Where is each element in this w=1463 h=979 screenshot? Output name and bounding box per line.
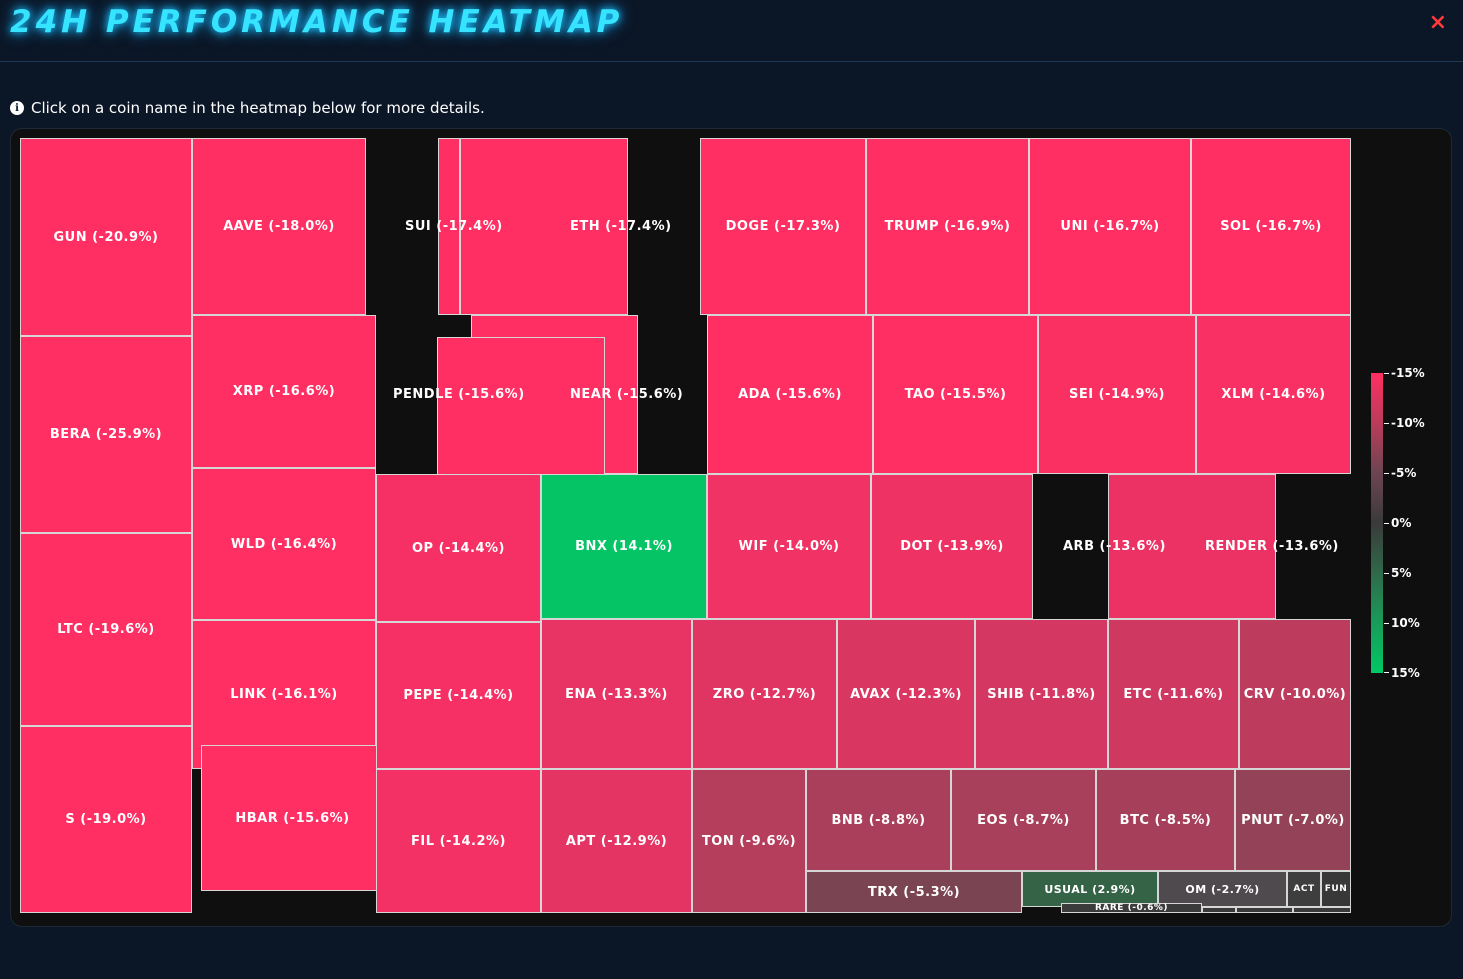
legend-label: 0% [1391,516,1412,530]
close-icon[interactable]: × [1428,10,1447,35]
tile-dot[interactable]: DOT (-13.9%) [871,474,1033,619]
tile-zro[interactable]: ZRO (-12.7%) [692,619,837,769]
tile-ena[interactable]: ENA (-13.3%) [541,619,692,769]
modal-header: 24H PERFORMANCE HEATMAP × [0,0,1463,62]
tile-eth[interactable] [460,138,628,315]
tile-s[interactable]: S (-19.0%) [20,726,192,913]
tile-op[interactable]: OP (-14.4%) [376,474,541,622]
modal-title: 24H PERFORMANCE HEATMAP [10,4,624,40]
legend-label: 15% [1391,666,1420,680]
label-arb[interactable]: ARB (-13.6%) [1063,539,1166,554]
legend-tick [1384,523,1389,524]
tile-gun[interactable]: GUN (-20.9%) [20,138,192,336]
tile-wif[interactable]: WIF (-14.0%) [707,474,871,619]
tile-bera[interactable]: BERA (-25.9%) [20,336,192,533]
tile-fun[interactable]: FUN [1321,871,1351,907]
legend-tick [1384,573,1389,574]
tile-aave[interactable]: AAVE (-18.0%) [192,138,366,315]
tile-crv[interactable]: CRV (-10.0%) [1239,619,1351,769]
tile-ltc[interactable]: LTC (-19.6%) [20,533,192,726]
tile-sui-strip [438,138,460,315]
tile-fil[interactable]: FIL (-14.2%) [376,769,541,913]
tile-pendle[interactable] [437,337,605,495]
legend-tick [1384,672,1389,673]
tile-pnut[interactable]: PNUT (-7.0%) [1235,769,1351,871]
legend-label: -5% [1391,466,1417,480]
label-eth[interactable]: ETH (-17.4%) [570,219,672,234]
legend-tick [1384,373,1389,374]
tile-ada[interactable]: ADA (-15.6%) [707,315,873,474]
tile-micro-1 [1202,907,1236,913]
legend-tick [1384,623,1389,624]
tile-eos[interactable]: EOS (-8.7%) [951,769,1096,871]
legend-tick [1384,473,1389,474]
legend-color-bar [1371,373,1383,673]
tile-micro-3 [1293,907,1351,913]
tile-uni[interactable]: UNI (-16.7%) [1029,138,1191,315]
tile-bnb[interactable]: BNB (-8.8%) [806,769,951,871]
tile-bnx[interactable]: BNX (14.1%) [541,474,707,619]
tile-rare[interactable]: RARE (-0.6%) [1061,903,1202,913]
legend-label: -15% [1391,366,1425,380]
tile-micro-2 [1236,907,1293,913]
tile-xlm[interactable]: XLM (-14.6%) [1196,315,1351,474]
tile-etc[interactable]: ETC (-11.6%) [1108,619,1239,769]
tile-doge[interactable]: DOGE (-17.3%) [700,138,866,315]
tile-hbar[interactable]: HBAR (-15.6%) [201,745,384,891]
tile-trx[interactable]: TRX (-5.3%) [806,871,1022,913]
hint-text: i Click on a coin name in the heatmap be… [10,99,485,117]
label-pendle[interactable]: PENDLE (-15.6%) [393,387,525,402]
tile-om[interactable]: OM (-2.7%) [1158,871,1287,907]
tile-btc[interactable]: BTC (-8.5%) [1096,769,1235,871]
tile-link[interactable]: LINK (-16.1%) [192,620,376,769]
tile-sei[interactable]: SEI (-14.9%) [1038,315,1196,474]
legend-tick [1384,423,1389,424]
hint-label: Click on a coin name in the heatmap belo… [31,99,485,117]
legend-label: 5% [1391,566,1412,580]
tile-usual[interactable]: USUAL (2.9%) [1022,871,1158,907]
tile-shib[interactable]: SHIB (-11.8%) [975,619,1108,769]
label-near[interactable]: NEAR (-15.6%) [570,387,684,402]
tile-tao[interactable]: TAO (-15.5%) [873,315,1038,474]
tile-avax[interactable]: AVAX (-12.3%) [837,619,975,769]
info-icon: i [10,101,24,115]
tile-apt[interactable]: APT (-12.9%) [541,769,692,913]
label-render[interactable]: RENDER (-13.6%) [1205,539,1339,554]
tile-xrp[interactable]: XRP (-16.6%) [192,315,376,468]
tile-render[interactable] [1108,474,1276,619]
tile-sol[interactable]: SOL (-16.7%) [1191,138,1351,315]
legend-label: 10% [1391,616,1420,630]
tile-act[interactable]: ACT [1287,871,1321,907]
label-sui[interactable]: SUI (-17.4%) [405,219,503,234]
tile-pepe[interactable]: PEPE (-14.4%) [376,622,541,769]
tile-wld[interactable]: WLD (-16.4%) [192,468,376,620]
tile-trump[interactable]: TRUMP (-16.9%) [866,138,1029,315]
legend-label: -10% [1391,416,1425,430]
tile-ton[interactable]: TON (-9.6%) [692,769,806,913]
